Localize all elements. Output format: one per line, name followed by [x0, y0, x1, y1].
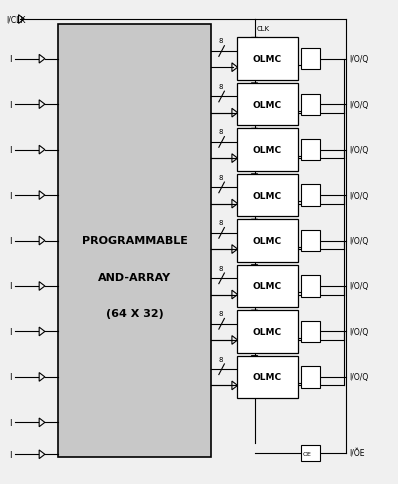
Text: CLK: CLK — [256, 26, 269, 32]
Bar — [301, 445, 320, 461]
Bar — [301, 140, 320, 161]
Text: I: I — [9, 450, 11, 459]
Text: I/O/Q: I/O/Q — [349, 101, 368, 109]
Text: I/O/Q: I/O/Q — [349, 146, 368, 155]
Text: I: I — [9, 282, 11, 291]
Text: OLMC: OLMC — [253, 327, 282, 336]
Bar — [237, 38, 298, 81]
Text: I/O/Q: I/O/Q — [349, 191, 368, 200]
Bar — [237, 356, 298, 398]
Text: I/CLK: I/CLK — [7, 15, 26, 25]
Bar — [301, 276, 320, 297]
Text: OLMC: OLMC — [253, 55, 282, 64]
Text: 8: 8 — [218, 38, 222, 44]
Text: I: I — [9, 55, 11, 64]
Text: I/O/Q: I/O/Q — [349, 282, 368, 291]
Text: I: I — [9, 418, 11, 427]
Bar — [237, 265, 298, 308]
Text: OLMC: OLMC — [253, 373, 282, 381]
Text: OLMC: OLMC — [253, 237, 282, 245]
Text: I/ŎE: I/ŎE — [349, 449, 365, 458]
Text: I: I — [9, 146, 11, 155]
Bar — [237, 311, 298, 353]
Text: 8: 8 — [218, 129, 222, 135]
Text: PROGRAMMABLE: PROGRAMMABLE — [82, 236, 187, 246]
Text: OLMC: OLMC — [253, 282, 282, 291]
Text: OLMC: OLMC — [253, 101, 282, 109]
Text: I: I — [9, 101, 11, 109]
Text: I: I — [9, 327, 11, 336]
Bar — [301, 49, 320, 70]
Text: I/O/Q: I/O/Q — [349, 327, 368, 336]
Text: (64 X 32): (64 X 32) — [106, 308, 164, 318]
Text: I/O/Q: I/O/Q — [349, 55, 368, 64]
Text: 8: 8 — [218, 174, 222, 181]
Bar — [301, 366, 320, 388]
Text: I: I — [9, 373, 11, 381]
Text: 8: 8 — [218, 265, 222, 271]
Bar — [301, 94, 320, 116]
Text: I: I — [9, 191, 11, 200]
Bar — [237, 220, 298, 262]
Bar — [58, 25, 211, 457]
Bar — [237, 174, 298, 217]
Text: AND-ARRAY: AND-ARRAY — [98, 272, 171, 282]
Text: I/O/Q: I/O/Q — [349, 373, 368, 381]
Text: 8: 8 — [218, 84, 222, 90]
Text: OLMC: OLMC — [253, 191, 282, 200]
Bar — [301, 185, 320, 206]
Bar — [237, 129, 298, 171]
Text: OLMC: OLMC — [253, 146, 282, 155]
Bar — [301, 321, 320, 342]
Text: 8: 8 — [218, 220, 222, 226]
Bar — [301, 230, 320, 252]
Text: 8: 8 — [218, 356, 222, 362]
Bar — [237, 84, 298, 126]
Text: I: I — [9, 237, 11, 245]
Text: 8: 8 — [218, 310, 222, 317]
Text: I/O/Q: I/O/Q — [349, 237, 368, 245]
Text: OE: OE — [303, 451, 312, 456]
